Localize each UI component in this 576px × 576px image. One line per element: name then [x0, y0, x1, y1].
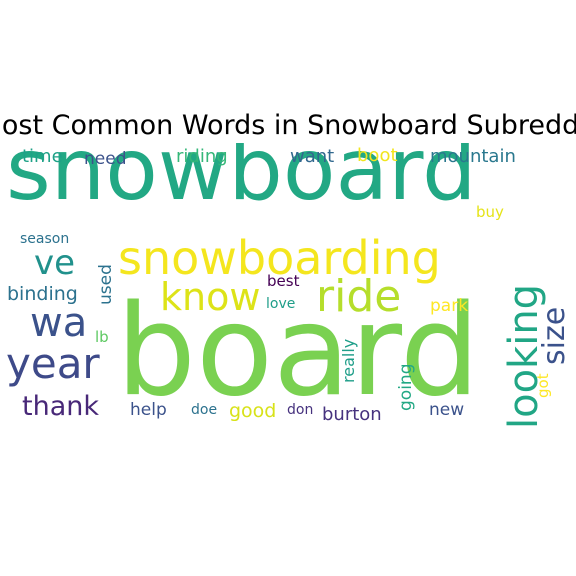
word-love: love [266, 296, 296, 312]
word-got: got [534, 373, 552, 398]
word-snowboard: snowboard [6, 143, 477, 220]
word-time: time [22, 146, 63, 167]
word-board: board [116, 277, 480, 424]
word-mountain: mountain [430, 146, 516, 167]
word-new: new [429, 400, 465, 420]
word-snowboarding: snowboarding [118, 231, 441, 285]
word-season: season [20, 231, 70, 247]
word-riding: riding [176, 146, 228, 167]
word-cloud: snowboard board snowboarding ride know l… [0, 143, 576, 431]
word-boot: boot [357, 145, 398, 166]
word-ride: ride [316, 271, 402, 322]
word-size: size [537, 306, 572, 365]
word-used: used [96, 264, 116, 305]
word-need: need [84, 149, 127, 169]
word-good: good [229, 400, 277, 422]
word-thank: thank [22, 391, 99, 422]
figure-title: Most Common Words in Snowboard Subreddit [0, 110, 576, 141]
word-best: best [267, 272, 300, 290]
word-don: don [287, 402, 314, 418]
word-buy: buy [476, 203, 504, 221]
word-want: want [290, 146, 335, 167]
word-year: year [6, 339, 100, 388]
word-doe: doe [191, 402, 218, 418]
word-wa: wa [30, 300, 88, 346]
word-lb: lb [95, 328, 109, 346]
word-park: park [430, 296, 469, 316]
word-going: going [396, 363, 416, 411]
word-know: know [160, 275, 261, 319]
word-binding: binding [7, 283, 78, 305]
word-help: help [130, 400, 167, 420]
word-burton: burton [322, 404, 382, 425]
word-really: really [339, 338, 358, 383]
word-ve: ve [34, 243, 76, 283]
